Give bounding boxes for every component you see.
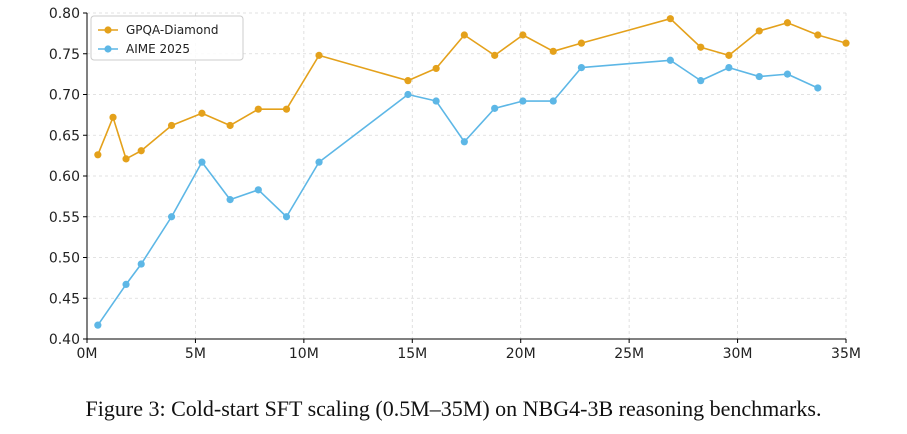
data-point-aime-2025-11: [460, 138, 468, 146]
data-point-aime-2025-20: [783, 70, 792, 78]
line-chart: 0.40 0.45 0.50 0.55 0.60 0.65 0.70 0.75 0.80 0M 5M…: [49, 6, 861, 362]
x-tick-label-1: 5M: [185, 346, 206, 362]
data-point-aime-2025-4: [198, 158, 206, 166]
x-tick-label-2: 10M: [289, 346, 319, 362]
x-tick-label-6: 30M: [723, 346, 753, 362]
figure-caption: Figure 3: Cold-start SFT scaling (0.5M–3…: [85, 396, 822, 421]
data-point-aime-2025-16: [666, 56, 674, 64]
data-point-aime-2025-7: [282, 213, 291, 221]
x-tick-label-3: 15M: [397, 346, 427, 362]
data-point-aime-2025-15: [577, 64, 586, 72]
legend-marker-aime-2025: [104, 45, 112, 53]
data-point-aime-2025-8: [315, 158, 323, 166]
y-tick-label-2: 0.50: [49, 251, 80, 267]
data-point-gpqa-diamond-21: [783, 19, 792, 27]
data-point-aime-2025-5: [226, 196, 234, 204]
data-point-aime-2025-10: [432, 97, 440, 105]
x-tick-label-4: 20M: [506, 346, 536, 362]
x-tick-label-5: 25M: [614, 346, 644, 362]
data-point-aime-2025-13: [519, 97, 527, 105]
data-point-gpqa-diamond-16: [577, 39, 586, 47]
data-point-gpqa-diamond-5: [198, 109, 206, 117]
data-point-gpqa-diamond-17: [666, 15, 674, 23]
series-line-aime-2025: [97, 59, 819, 326]
y-tick-label-8: 0.80: [49, 6, 80, 22]
y-tick-label-6: 0.70: [49, 88, 80, 104]
data-point-gpqa-diamond-13: [491, 51, 499, 59]
data-point-aime-2025-3: [167, 213, 176, 221]
y-tick-label-3: 0.55: [49, 210, 80, 226]
data-point-aime-2025-2: [137, 260, 145, 268]
data-point-gpqa-diamond-6: [226, 121, 234, 130]
data-point-gpqa-diamond-0: [94, 151, 102, 159]
data-point-aime-2025-9: [404, 90, 412, 99]
data-point-aime-2025-14: [549, 97, 557, 105]
data-point-aime-2025-21: [814, 84, 822, 92]
legend-label-aime-2025: AIME 2025: [126, 42, 190, 56]
data-point-gpqa-diamond-19: [725, 51, 733, 59]
data-point-aime-2025-18: [725, 64, 733, 72]
legend-box: [90, 15, 244, 61]
data-point-gpqa-diamond-20: [755, 27, 763, 35]
data-point-gpqa-diamond-15: [549, 47, 557, 55]
data-point-gpqa-diamond-14: [519, 31, 527, 39]
legend-marker-gpqa-diamond: [104, 26, 112, 34]
data-point-aime-2025-0: [94, 321, 102, 329]
data-point-aime-2025-1: [122, 280, 130, 288]
data-point-gpqa-diamond-2: [122, 155, 130, 163]
data-point-aime-2025-12: [491, 104, 499, 112]
legend-label-gpqa-diamond: GPQA-Diamond: [126, 23, 218, 37]
data-point-aime-2025-17: [697, 77, 705, 85]
data-point-gpqa-diamond-1: [109, 113, 117, 121]
y-tick-label-7: 0.75: [49, 47, 80, 63]
y-tick-label-4: 0.60: [49, 169, 80, 185]
data-point-gpqa-diamond-22: [814, 31, 822, 39]
data-point-gpqa-diamond-8: [282, 105, 291, 113]
data-point-gpqa-diamond-23: [842, 39, 850, 47]
data-point-gpqa-diamond-9: [315, 51, 323, 59]
data-point-gpqa-diamond-11: [432, 64, 440, 73]
data-point-gpqa-diamond-12: [460, 31, 468, 39]
y-tick-label-1: 0.45: [49, 291, 80, 307]
data-point-gpqa-diamond-7: [254, 105, 262, 113]
x-tick-label-0: 0M: [77, 346, 98, 362]
series-line-gpqa-diamond: [97, 17, 847, 160]
y-tick-label-5: 0.65: [49, 128, 80, 144]
data-point-gpqa-diamond-4: [167, 121, 176, 130]
data-point-aime-2025-19: [755, 72, 763, 81]
x-tick-label-7: 35M: [831, 346, 861, 362]
y-tick-label-0: 0.40: [49, 332, 80, 348]
data-point-gpqa-diamond-10: [404, 77, 412, 85]
data-point-gpqa-diamond-3: [137, 147, 145, 155]
data-point-aime-2025-6: [254, 186, 262, 194]
data-point-gpqa-diamond-18: [697, 43, 705, 51]
